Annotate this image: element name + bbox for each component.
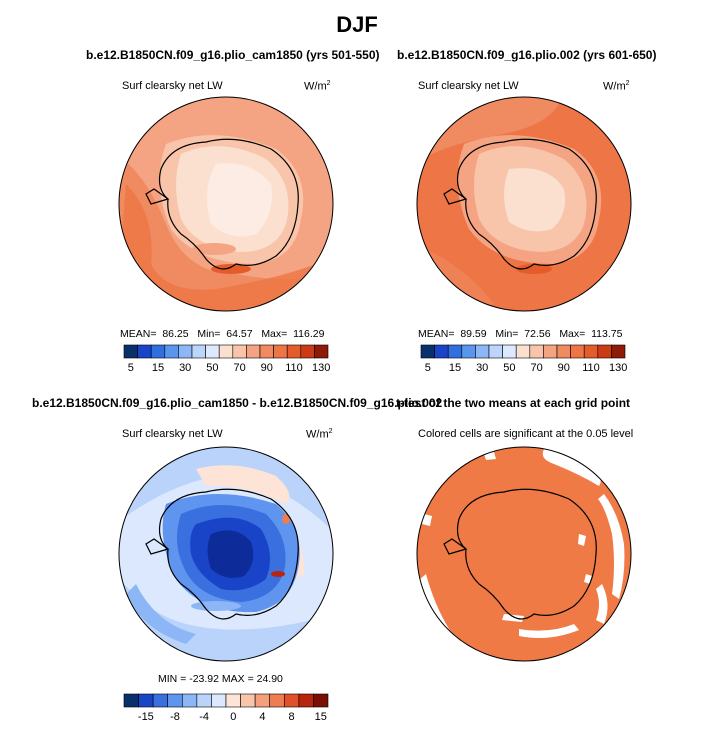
panel1-colorbar: 5 15 30 50 70 90 110 130: [123, 344, 331, 374]
colorbar-cell: [543, 344, 558, 359]
colorbar-cell: [259, 344, 274, 359]
colorbar-label: 90: [558, 362, 570, 374]
colorbar-cell: [273, 344, 288, 359]
colorbar-cell: [570, 344, 585, 359]
colorbar-cell: [556, 344, 571, 359]
colorbar-label: 70: [530, 362, 542, 374]
panel2-stats: MEAN= 89.59 Min= 72.56 Max= 113.75: [418, 328, 623, 340]
panel4-map: [416, 446, 632, 662]
panel1-map: [118, 96, 334, 312]
colorbar-cell: [447, 344, 463, 359]
colorbar-cell: [152, 693, 169, 708]
colorbar-label: 130: [312, 362, 330, 374]
colorbar-label: 50: [206, 362, 218, 374]
colorbar-label: -15: [138, 711, 154, 723]
panel2-colorbar: 5 15 30 50 70 90 110 130: [420, 344, 628, 374]
colorbar-cell: [283, 693, 300, 708]
colorbar-label: -4: [199, 711, 209, 723]
colorbar-cell: [611, 344, 626, 359]
colorbar-cell: [300, 344, 315, 359]
colorbar-label: 70: [233, 362, 245, 374]
colorbar-label: 0: [230, 711, 236, 723]
colorbar-cell: [123, 693, 139, 708]
colorbar-cell: [123, 344, 138, 359]
colorbar-cell: [191, 344, 206, 359]
colorbar-cell: [150, 344, 166, 359]
colorbar-label: 110: [582, 362, 600, 374]
colorbar-cell: [583, 344, 599, 359]
colorbar-label: 90: [261, 362, 273, 374]
colorbar-cell: [286, 344, 302, 359]
panel2-colorbar-cells: [420, 344, 626, 359]
colorbar-cell: [254, 693, 271, 708]
colorbar-label: 130: [609, 362, 627, 374]
colorbar-cell: [313, 693, 329, 708]
colorbar-cell: [269, 693, 285, 708]
colorbar-cell: [529, 344, 544, 359]
colorbar-cell: [246, 344, 261, 359]
panel3-colorbar-cells: [123, 693, 329, 708]
panel2-units: W/m2: [603, 80, 630, 93]
colorbar-label: 5: [425, 362, 431, 374]
panel3-map: [118, 446, 334, 662]
colorbar-cell: [420, 344, 435, 359]
colorbar-cell: [232, 344, 247, 359]
figure-title: DJF: [336, 12, 378, 37]
panel2-colorbar-labels: 5 15 30 50 70 90 110 130: [425, 362, 628, 374]
panel3-colorbar-labels: -15 -8 -4 0 4 8 15: [138, 711, 327, 723]
colorbar-cell: [137, 344, 152, 359]
colorbar-cell: [240, 693, 256, 708]
colorbar-label: 15: [152, 362, 164, 374]
colorbar-label: 15: [315, 711, 327, 723]
colorbar-label: 110: [285, 362, 303, 374]
panel1-title: b.e12.B1850CN.f09_g16.plio_cam1850 (yrs …: [86, 48, 380, 62]
colorbar-cell: [502, 344, 517, 359]
colorbar-cell: [164, 344, 179, 359]
colorbar-label: 4: [259, 711, 265, 723]
colorbar-cell: [597, 344, 612, 359]
colorbar-cell: [138, 693, 154, 708]
colorbar-cell: [196, 693, 212, 708]
colorbar-cell: [298, 693, 314, 708]
panel3-units: W/m2: [306, 428, 333, 441]
colorbar-cell: [181, 693, 198, 708]
panel3-title: b.e12.B1850CN.f09_g16.plio_cam1850 - b.e…: [32, 396, 443, 410]
colorbar-cell: [211, 693, 227, 708]
colorbar-label: -8: [170, 711, 180, 723]
panel1-colorbar-cells: [123, 344, 329, 359]
panel1-units: W/m2: [304, 80, 331, 93]
panel1-colorbar-labels: 5 15 30 50 70 90 110 130: [128, 362, 331, 374]
colorbar-cell: [178, 344, 193, 359]
colorbar-cell: [488, 344, 503, 359]
colorbar-label: 50: [503, 362, 515, 374]
colorbar-cell: [434, 344, 449, 359]
colorbar-cell: [225, 693, 241, 708]
colorbar-label: 15: [449, 362, 461, 374]
panel2-variable: Surf clearsky net LW: [418, 80, 519, 92]
panel1-stats: MEAN= 86.25 Min= 64.57 Max= 116.29: [120, 328, 325, 340]
panel2-map: [416, 96, 632, 312]
colorbar-label: 30: [476, 362, 488, 374]
panel1-variable: Surf clearsky net LW: [122, 80, 223, 92]
colorbar-label: 5: [128, 362, 134, 374]
colorbar-label: 30: [179, 362, 191, 374]
panel3-minmax: MIN = -23.92 MAX = 24.90: [158, 673, 283, 685]
colorbar-cell: [314, 344, 329, 359]
colorbar-cell: [461, 344, 476, 359]
colorbar-cell: [205, 344, 220, 359]
colorbar-cell: [515, 344, 531, 359]
panel4-title: t-test of the two means at each grid poi…: [396, 396, 631, 410]
panel2-title: b.e12.B1850CN.f09_g16.plio.002 (yrs 601-…: [397, 48, 657, 62]
panel3-colorbar: -15 -8 -4 0 4 8 15: [123, 693, 329, 723]
colorbar-cell: [167, 693, 183, 708]
panel4-subtitle: Colored cells are significant at the 0.0…: [418, 428, 634, 440]
colorbar-cell: [218, 344, 234, 359]
panel3-variable: Surf clearsky net LW: [122, 428, 223, 440]
colorbar-label: 8: [289, 711, 295, 723]
colorbar-cell: [475, 344, 490, 359]
